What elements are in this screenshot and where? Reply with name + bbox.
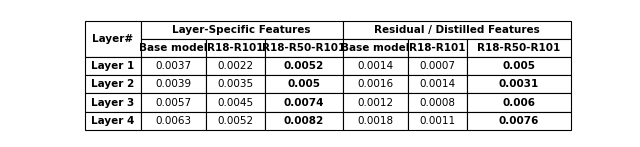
Text: 0.0007: 0.0007	[419, 61, 456, 71]
Text: Layer 4: Layer 4	[92, 116, 134, 126]
Text: 0.0037: 0.0037	[156, 61, 192, 71]
Text: 0.0018: 0.0018	[357, 116, 394, 126]
Bar	[408, 57, 467, 75]
Bar	[141, 93, 207, 112]
Bar	[342, 57, 408, 75]
Text: Base model: Base model	[140, 43, 208, 53]
Bar	[207, 75, 265, 93]
Text: Layer 2: Layer 2	[92, 79, 134, 89]
Bar	[467, 39, 571, 57]
Text: 0.0057: 0.0057	[156, 97, 192, 108]
Text: 0.0045: 0.0045	[218, 97, 253, 108]
Text: 0.0014: 0.0014	[357, 61, 394, 71]
Bar	[342, 39, 408, 57]
Bar	[342, 75, 408, 93]
Bar	[207, 39, 265, 57]
Bar	[141, 39, 207, 57]
Text: 0.0052: 0.0052	[218, 116, 253, 126]
Bar	[408, 39, 467, 57]
Text: 0.0052: 0.0052	[284, 61, 324, 71]
Bar	[141, 75, 207, 93]
Text: 0.0082: 0.0082	[284, 116, 324, 126]
Text: 0.0016: 0.0016	[357, 79, 394, 89]
Bar	[467, 57, 571, 75]
Text: 0.0074: 0.0074	[284, 97, 324, 108]
Bar	[141, 21, 342, 39]
Text: 0.0039: 0.0039	[156, 79, 192, 89]
Text: 0.0076: 0.0076	[499, 116, 539, 126]
Bar	[342, 21, 571, 39]
Bar	[265, 57, 342, 75]
Text: R18-R50-R101: R18-R50-R101	[262, 43, 346, 53]
Text: Residual / Distilled Features: Residual / Distilled Features	[374, 25, 540, 35]
Bar	[207, 93, 265, 112]
Text: R18-R101: R18-R101	[207, 43, 264, 53]
Text: Layer-Specific Features: Layer-Specific Features	[172, 25, 311, 35]
Bar	[85, 75, 141, 93]
Bar	[207, 57, 265, 75]
Text: 0.0063: 0.0063	[156, 116, 192, 126]
Text: 0.0008: 0.0008	[419, 97, 456, 108]
Text: 0.0022: 0.0022	[218, 61, 253, 71]
Bar	[265, 39, 342, 57]
Bar	[85, 57, 141, 75]
Bar	[467, 75, 571, 93]
Text: Base model: Base model	[341, 43, 410, 53]
Text: 0.0012: 0.0012	[357, 97, 394, 108]
Bar	[265, 75, 342, 93]
Text: 0.0011: 0.0011	[419, 116, 456, 126]
Bar	[408, 93, 467, 112]
Text: 0.005: 0.005	[502, 61, 535, 71]
Bar	[467, 112, 571, 130]
Text: R18-R101: R18-R101	[409, 43, 466, 53]
Text: 0.006: 0.006	[502, 97, 535, 108]
Bar	[342, 112, 408, 130]
Bar	[141, 57, 207, 75]
Bar	[85, 112, 141, 130]
Bar	[141, 112, 207, 130]
Bar	[408, 112, 467, 130]
Text: Layer#: Layer#	[92, 34, 134, 44]
Text: Layer 1: Layer 1	[92, 61, 134, 71]
Text: 0.0031: 0.0031	[499, 79, 539, 89]
Text: R18-R50-R101: R18-R50-R101	[477, 43, 561, 53]
Bar	[85, 93, 141, 112]
Text: 0.0035: 0.0035	[218, 79, 253, 89]
Bar	[265, 93, 342, 112]
Bar	[467, 93, 571, 112]
Bar	[408, 75, 467, 93]
Text: Layer 3: Layer 3	[92, 97, 134, 108]
Bar	[85, 21, 141, 57]
Text: 0.005: 0.005	[287, 79, 320, 89]
Text: 0.0014: 0.0014	[419, 79, 456, 89]
Bar	[265, 112, 342, 130]
Bar	[342, 93, 408, 112]
Bar	[207, 112, 265, 130]
